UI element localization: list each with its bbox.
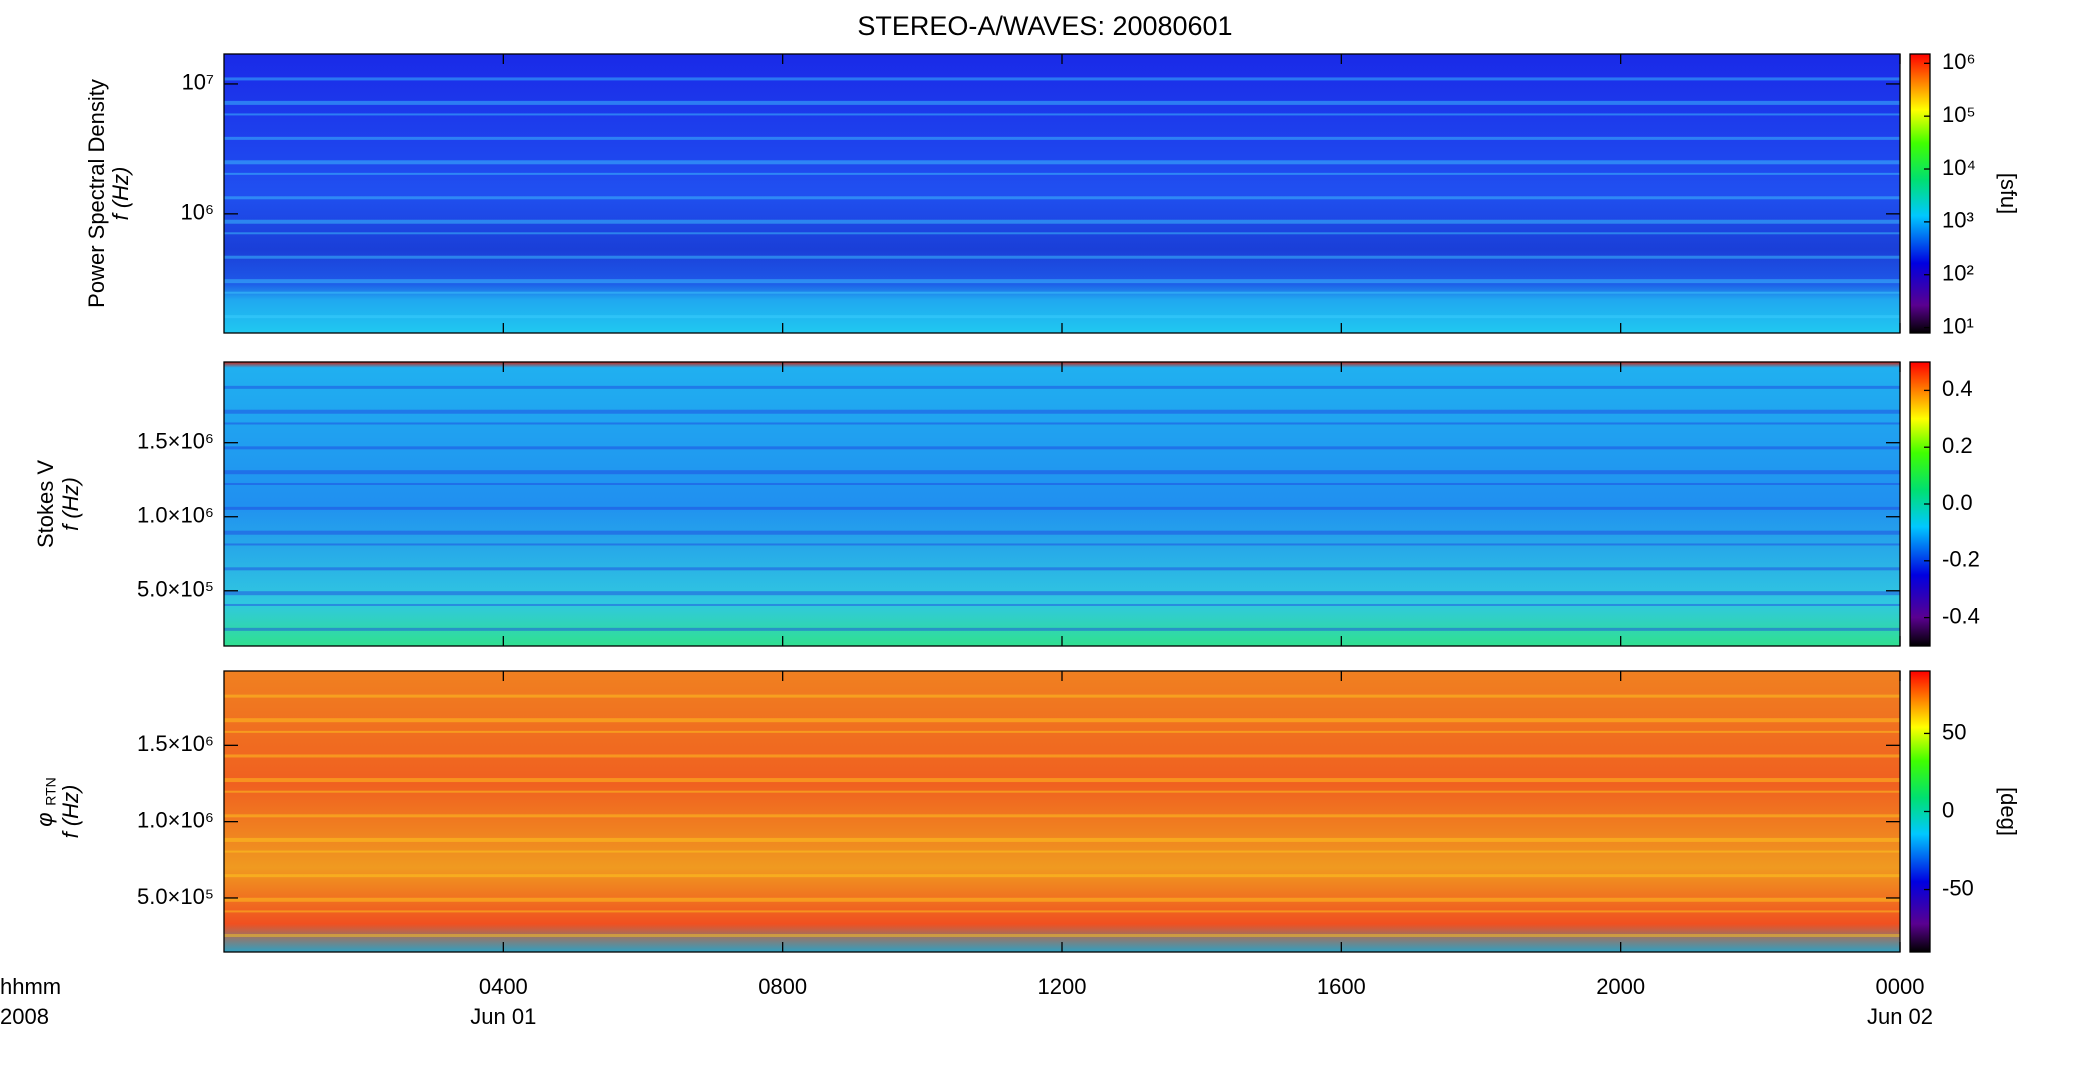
spectrogram-band: [224, 718, 1900, 723]
x-tick-label: 0400: [479, 974, 528, 999]
y-tick-label: 5.0×10⁵: [137, 884, 214, 909]
spectrogram-band: [224, 77, 1900, 81]
x-tick-label: 1200: [1038, 974, 1087, 999]
spectrogram-band: [224, 482, 1900, 485]
spectrogram-band: [224, 385, 1900, 389]
spectrogram-band: [224, 814, 1900, 818]
spectrogram-band: [224, 113, 1900, 116]
spectrogram-band: [224, 422, 1900, 425]
x-date-label: Jun 02: [1867, 1004, 1933, 1029]
spectrogram-band: [224, 694, 1900, 698]
spectrogram-band: [224, 591, 1900, 596]
spectrogram-band: [224, 567, 1900, 571]
spectrogram-band: [224, 160, 1900, 165]
y-tick-label: 1.5×10⁶: [137, 731, 214, 756]
y-axis-label: f (Hz): [108, 167, 133, 221]
colorbar-tick-label: 0.0: [1942, 490, 1973, 515]
spectrogram-band: [224, 850, 1900, 853]
spectrogram-band: [224, 874, 1900, 878]
y-axis-label: Power Spectral Density: [84, 79, 109, 308]
x-tick-label: 0000: [1876, 974, 1925, 999]
spectrogram-band: [224, 196, 1900, 200]
colorbar-tick-label: 50: [1942, 719, 1966, 744]
spectrogram-band: [224, 506, 1900, 510]
y-axis-label: f (Hz): [58, 477, 83, 531]
spectrogram-band: [224, 136, 1900, 140]
x-tick-label: 1600: [1317, 974, 1366, 999]
spectrogram: [224, 54, 1900, 333]
spectrogram-band: [224, 232, 1900, 235]
spectrogram-band: [224, 897, 1900, 902]
y-tick-label: 10⁷: [182, 70, 214, 95]
colorbar-tick-label: 10⁴: [1942, 155, 1976, 180]
colorbar: [1909, 53, 1931, 334]
spectrogram-band: [224, 100, 1900, 105]
spectrogram-band: [224, 172, 1900, 175]
spectrogram-band: [224, 530, 1900, 535]
spectrogram-band: [224, 255, 1900, 259]
x-tick-label: 0800: [758, 974, 807, 999]
colorbar-tick-label: -0.4: [1942, 603, 1980, 628]
colorbar-label: [deg]: [1996, 787, 2021, 836]
colorbar-tick-label: -0.2: [1942, 547, 1980, 572]
colorbar-tick-label: 10²: [1942, 261, 1974, 286]
x-tick-label: 2000: [1596, 974, 1645, 999]
colorbar-tick-label: 10⁶: [1942, 49, 1976, 74]
spectrogram-band: [224, 291, 1900, 294]
colorbar-tick-label: 0.2: [1942, 433, 1973, 458]
y-axis-label: RTN: [43, 777, 59, 806]
colorbar-tick-label: 0.4: [1942, 376, 1973, 401]
spectrogram-band: [224, 837, 1900, 842]
colorbar-label: [sfu]: [1996, 173, 2021, 215]
y-tick-label: 5.0×10⁵: [137, 577, 214, 602]
colorbar-tick-label: 0: [1942, 797, 1954, 822]
spectrogram-band: [224, 754, 1900, 758]
x-axis-label: hhmm: [0, 974, 61, 999]
x-axis-label: 2008: [0, 1004, 49, 1029]
y-tick-label: 1.0×10⁶: [137, 503, 214, 528]
spectrogram-band: [224, 315, 1900, 319]
colorbar-tick-label: -50: [1942, 875, 1974, 900]
spectrogram-band: [224, 603, 1900, 606]
spectrogram-band: [224, 934, 1900, 938]
spectrogram-band: [224, 219, 1900, 224]
spectrogram-band: [224, 409, 1900, 414]
y-tick-label: 10⁶: [180, 200, 214, 225]
colorbar-tick-label: 10¹: [1942, 313, 1974, 338]
spectrogram-band: [224, 627, 1900, 631]
x-date-label: Jun 01: [470, 1004, 536, 1029]
spectrogram-band: [224, 279, 1900, 284]
spectrogram-band: [224, 470, 1900, 475]
colorbar-tick-label: 10³: [1942, 208, 1974, 233]
chart-title: STEREO-A/WAVES: 20080601: [857, 11, 1232, 41]
spectrogram-band: [224, 730, 1900, 733]
colorbar-tick-label: 10⁵: [1942, 102, 1976, 127]
y-axis-label: Stokes V: [33, 460, 58, 548]
spectrogram-band: [224, 790, 1900, 793]
spectrogram-band: [224, 543, 1900, 546]
spectrogram: [224, 362, 1900, 646]
y-axis-label: f (Hz): [58, 785, 83, 839]
spectrogram-band: [224, 910, 1900, 913]
spectrogram: [224, 671, 1900, 952]
spectrogram-band: [224, 778, 1900, 783]
spectrogram-band: [224, 446, 1900, 450]
y-axis-label: φ: [32, 812, 57, 826]
y-tick-label: 1.0×10⁶: [137, 807, 214, 832]
y-tick-label: 1.5×10⁶: [137, 429, 214, 454]
